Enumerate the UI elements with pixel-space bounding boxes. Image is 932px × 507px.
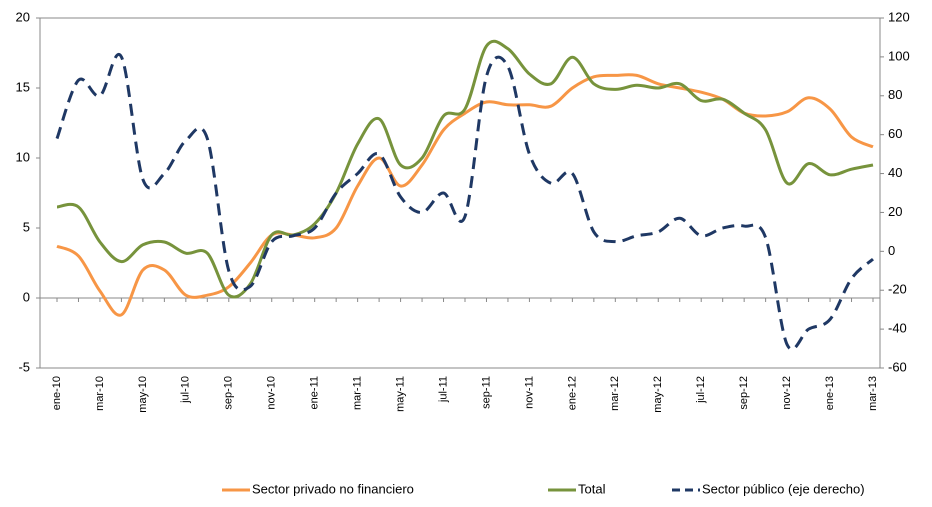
x-tick-label: may-12 bbox=[652, 376, 664, 413]
x-tick-label: ene-13 bbox=[824, 376, 836, 410]
x-tick-label: sep-12 bbox=[738, 376, 750, 410]
y2-tick-label: 40 bbox=[888, 165, 902, 180]
legend-label: Sector privado no financiero bbox=[252, 481, 414, 496]
x-tick-label: nov-11 bbox=[523, 376, 535, 409]
x-tick-label: jul-12 bbox=[695, 376, 707, 404]
series-line bbox=[55, 52, 875, 351]
y-tick-label: 5 bbox=[23, 219, 30, 234]
y2-tick-label: 60 bbox=[888, 126, 902, 141]
x-tick-label: jul-10 bbox=[180, 376, 192, 404]
y-tick-label: 0 bbox=[23, 289, 30, 304]
y2-tick-label: 120 bbox=[888, 9, 910, 24]
y2-tick-label: 100 bbox=[888, 48, 910, 63]
x-tick-label: ene-10 bbox=[51, 376, 63, 410]
y2-tick-label: -40 bbox=[888, 321, 907, 336]
y-tick-label: 10 bbox=[16, 149, 30, 164]
x-tick-label: sep-11 bbox=[480, 376, 492, 409]
x-tick-label: may-10 bbox=[137, 376, 149, 413]
x-tick-label: ene-11 bbox=[309, 376, 321, 409]
x-tick-label: mar-12 bbox=[609, 376, 621, 411]
x-tick-label: mar-11 bbox=[352, 376, 364, 410]
x-tick-label: ene-12 bbox=[566, 376, 578, 410]
y-tick-label: 15 bbox=[16, 79, 30, 94]
y2-tick-label: 80 bbox=[888, 87, 902, 102]
x-tick-label: may-11 bbox=[394, 376, 406, 412]
plot-frame bbox=[39, 17, 881, 369]
y2-tick-label: 20 bbox=[888, 204, 902, 219]
x-tick-label: mar-10 bbox=[94, 376, 106, 411]
y2-tick-label: 0 bbox=[888, 243, 895, 258]
y-tick-label: -5 bbox=[18, 359, 30, 374]
x-tick-label: nov-10 bbox=[266, 376, 278, 410]
legend-label: Sector público (eje derecho) bbox=[702, 481, 865, 496]
series-line bbox=[56, 39, 874, 299]
y2-tick-label: -20 bbox=[888, 282, 907, 297]
x-tick-label: sep-10 bbox=[223, 376, 235, 410]
legend-label: Total bbox=[578, 481, 606, 496]
x-tick-label: jul-11 bbox=[437, 376, 449, 403]
x-tick-label: nov-12 bbox=[781, 376, 793, 410]
x-tick-label: mar-13 bbox=[867, 376, 879, 411]
y-tick-label: 20 bbox=[16, 9, 30, 24]
y2-tick-label: -60 bbox=[888, 359, 907, 374]
